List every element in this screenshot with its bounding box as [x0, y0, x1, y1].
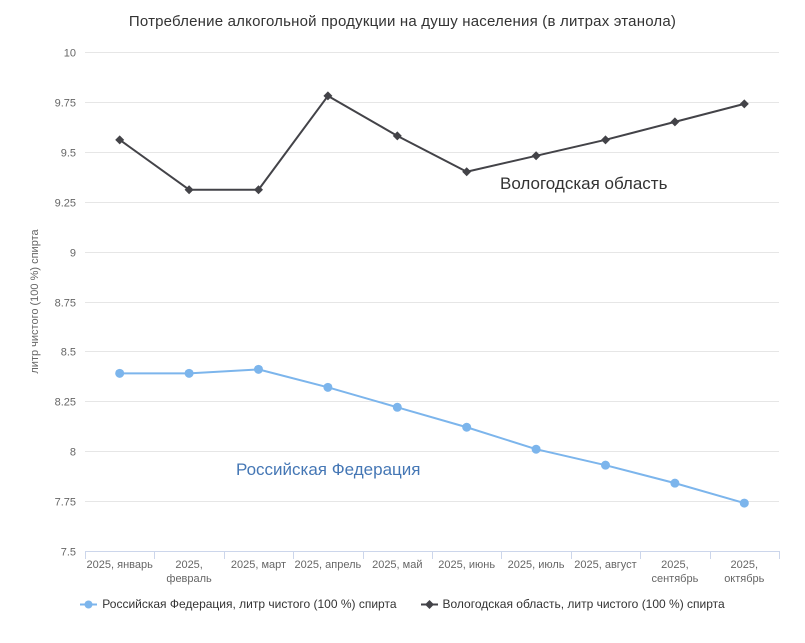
- svg-text:2025, март: 2025, март: [231, 559, 286, 571]
- svg-text:2025, январь: 2025, январь: [87, 559, 154, 571]
- svg-text:октябрь: октябрь: [724, 573, 764, 585]
- series-label-vologda: Вологодская область: [500, 174, 668, 193]
- legend: Российская Федерация, литр чистого (100 …: [0, 597, 805, 611]
- svg-text:2025,: 2025,: [731, 559, 759, 571]
- svg-text:7.75: 7.75: [55, 497, 76, 509]
- svg-text:8.25: 8.25: [55, 397, 76, 409]
- legend-item-vologda[interactable]: Вологодская область, литр чистого (100 %…: [420, 597, 725, 611]
- svg-text:9: 9: [70, 248, 76, 260]
- svg-text:2025,: 2025,: [661, 559, 689, 571]
- svg-text:8.75: 8.75: [55, 298, 76, 310]
- svg-text:2025, август: 2025, август: [574, 559, 636, 571]
- svg-text:2025, июнь: 2025, июнь: [438, 559, 495, 571]
- svg-text:сентябрь: сентябрь: [651, 573, 698, 585]
- svg-text:февраль: февраль: [166, 573, 212, 585]
- svg-text:7.5: 7.5: [61, 547, 76, 559]
- svg-text:9.25: 9.25: [55, 198, 76, 210]
- legend-marker-diamond-icon: [420, 599, 438, 609]
- legend-marker-circle-icon: [80, 600, 98, 608]
- svg-text:2025, июль: 2025, июль: [508, 559, 565, 571]
- svg-text:9.75: 9.75: [55, 98, 76, 110]
- svg-text:2025, май: 2025, май: [372, 559, 422, 571]
- legend-label-vologda: Вологодская область, литр чистого (100 %…: [442, 597, 725, 611]
- svg-text:литр чистого (100 %) спирта: литр чистого (100 %) спирта: [29, 229, 41, 374]
- svg-text:10: 10: [64, 48, 76, 60]
- svg-text:8: 8: [70, 447, 76, 459]
- plot-area: 7.5 7.75 8 8.25 8.5 8.75 9 9.25 9.5 9.75 10 2025, я…: [29, 48, 780, 585]
- series-label-russia: Российская Федерация: [236, 460, 421, 479]
- svg-text:8.5: 8.5: [61, 347, 76, 359]
- legend-label-russia: Российская Федерация, литр чистого (100 …: [102, 597, 397, 611]
- svg-text:9.5: 9.5: [61, 148, 76, 160]
- chart-title: Потребление алкогольной продукции на душ…: [128, 13, 677, 30]
- svg-text:2025,: 2025,: [175, 559, 203, 571]
- legend-item-russia[interactable]: Российская Федерация, литр чистого (100 …: [80, 597, 397, 611]
- svg-text:2025, апрель: 2025, апрель: [295, 559, 362, 571]
